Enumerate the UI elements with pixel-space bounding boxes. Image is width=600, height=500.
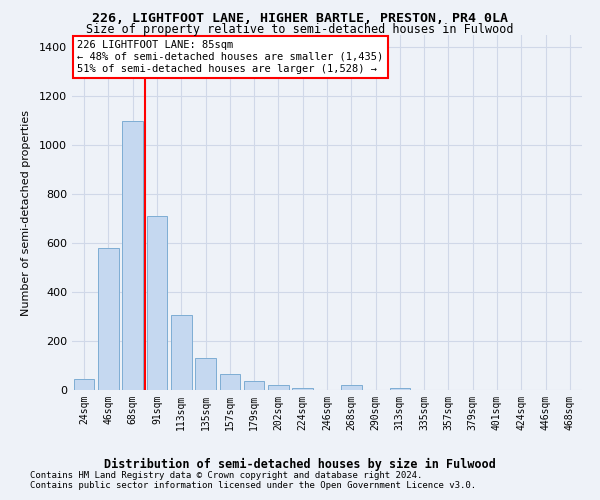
Text: Size of property relative to semi-detached houses in Fulwood: Size of property relative to semi-detach… bbox=[86, 22, 514, 36]
Bar bbox=[146, 216, 167, 390]
Bar bbox=[220, 374, 240, 390]
Bar bbox=[74, 379, 94, 390]
Text: 226, LIGHTFOOT LANE, HIGHER BARTLE, PRESTON, PR4 0LA: 226, LIGHTFOOT LANE, HIGHER BARTLE, PRES… bbox=[92, 12, 508, 26]
Bar bbox=[268, 385, 289, 390]
Bar bbox=[195, 358, 216, 390]
Bar bbox=[244, 382, 265, 390]
Text: Distribution of semi-detached houses by size in Fulwood: Distribution of semi-detached houses by … bbox=[104, 458, 496, 470]
Bar bbox=[98, 248, 119, 390]
Bar bbox=[292, 388, 313, 390]
Text: Contains HM Land Registry data © Crown copyright and database right 2024.
Contai: Contains HM Land Registry data © Crown c… bbox=[30, 470, 476, 490]
Bar bbox=[171, 316, 191, 390]
Bar bbox=[122, 120, 143, 390]
Bar bbox=[341, 385, 362, 390]
Text: 226 LIGHTFOOT LANE: 85sqm
← 48% of semi-detached houses are smaller (1,435)
51% : 226 LIGHTFOOT LANE: 85sqm ← 48% of semi-… bbox=[77, 40, 383, 74]
Y-axis label: Number of semi-detached properties: Number of semi-detached properties bbox=[20, 110, 31, 316]
Bar bbox=[389, 388, 410, 390]
